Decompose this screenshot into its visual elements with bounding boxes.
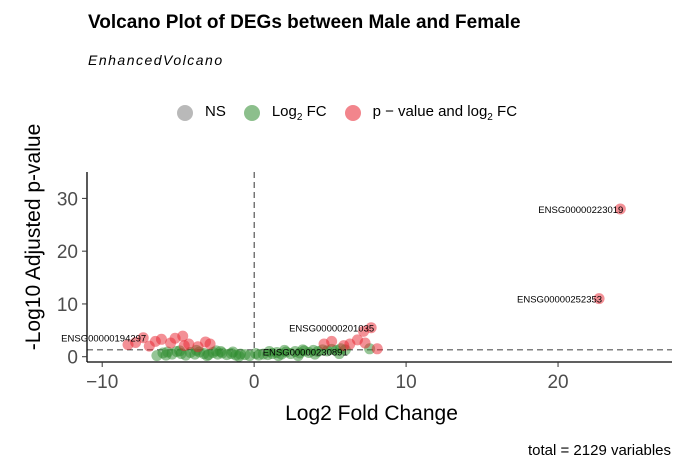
point-pvalue-and-log2fc [338,340,350,352]
y-tick-label: 30 [57,189,78,210]
x-tick-label: −10 [86,372,118,393]
point-log2fc [151,350,163,362]
points-layer [87,172,672,362]
point-pvalue-and-log2fc [593,293,605,305]
axes-layer: −10 0 10 20 0 10 20 30 Log2 Fold Change -Log10 Ad… [22,124,672,425]
point-log2fc [201,350,213,362]
point-pvalue-and-log2fc [204,338,216,350]
y-tick-label: 20 [57,242,78,263]
legend-item-pvalue-and-log2fc: p − value and log2 FC [344,103,518,123]
point-pvalue-and-log2fc [614,203,626,215]
point-log2fc [272,350,284,362]
point-label: ENSG00000252353 [517,295,602,306]
point-log2fc [309,348,321,360]
point-pvalue-and-log2fc [326,335,338,347]
point-label: ENSG00000201035 [289,324,374,335]
x-axis-title: Log2 Fold Change [285,402,458,425]
x-tick-label: 10 [396,372,417,393]
point-pvalue-and-log2fc [358,325,370,337]
point-pvalue-and-log2fc [178,340,190,352]
legend-label-pvalue-and-log2fc: p − value and log2 FC [372,103,518,123]
chart-caption: total = 2129 variables [527,442,671,459]
point-pvalue-and-log2fc [359,337,371,349]
point-pvalue-and-log2fc [192,341,204,353]
y-tick-label: 10 [57,295,78,316]
point-pvalue-and-log2fc [165,337,177,349]
point-label: ENSG00000223019 [538,205,623,216]
point-pvalue-and-log2fc [122,339,134,351]
point-pvalue-and-log2fc [155,333,167,345]
point-log2fc [233,350,245,362]
legend-item-ns: NS [177,103,226,123]
point-log2fc [292,350,304,362]
chart-title: Volcano Plot of DEGs between Male and Fe… [88,12,521,33]
x-tick-label: 20 [547,372,568,393]
chart-legend: NS Log2 FC p − value and log2 FC [177,103,535,123]
point-log2fc [250,348,262,360]
point-log2fc [215,345,227,357]
legend-dot-log2fc [243,105,260,121]
point-pvalue-and-log2fc [371,343,383,355]
x-tick-label: 0 [249,372,260,393]
y-tick-label: 0 [67,348,78,369]
point-label: ENSG00000230891 [263,347,348,358]
point-pvalue-and-log2fc [177,330,189,342]
legend-label-ns: NS [205,103,226,120]
point-labels-layer: ENSG00000223019 ENSG00000252353 ENSG000002… [61,205,623,359]
point-log2fc [160,349,172,361]
point-label: ENSG00000194297 [61,334,146,345]
chart-subtitle: EnhancedVolcano [88,52,224,68]
legend-dot-pvalue-and-log2fc [344,105,361,121]
legend-item-log2fc: Log2 FC [243,103,327,123]
legend-label-log2fc: Log2 FC [271,103,327,123]
legend-dot-ns [177,105,193,121]
point-pvalue-and-log2fc [143,340,155,352]
y-axis-title: -Log10 Adjusted p-value [22,124,45,351]
point-log2fc [263,345,275,357]
